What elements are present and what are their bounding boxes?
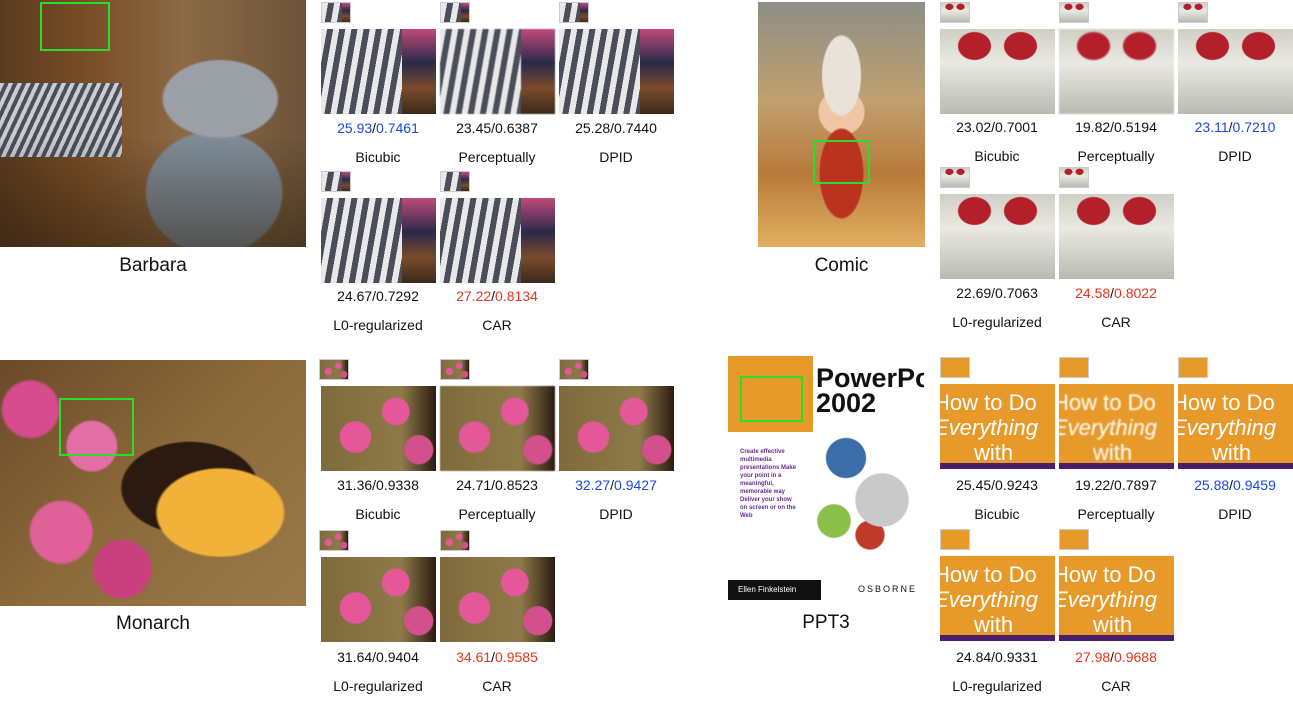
method-label: Perceptually <box>458 149 536 165</box>
cover-title: PowerPoint2002 <box>816 363 924 418</box>
thumbnail-lr <box>559 2 589 23</box>
image-caption: Comic <box>814 255 869 276</box>
method-label: Bicubic <box>974 148 1020 164</box>
method-label: CAR <box>482 317 512 333</box>
score-perceptually: 24.71/0.8523 <box>456 477 538 493</box>
score-dpid: 25.88/0.9459 <box>1194 477 1276 493</box>
cover-publisher: OSBORNE <box>858 584 918 594</box>
score-bicubic: 31.36/0.9338 <box>337 477 419 493</box>
thumbnail-lr <box>319 530 349 551</box>
thumbnail-lr <box>940 167 970 188</box>
thumbnail-lr <box>440 2 470 23</box>
crop-bicubic <box>321 386 436 471</box>
cover-illustration <box>798 416 918 556</box>
thumbnail-lr <box>559 359 589 380</box>
score-l0-regularized: 24.67/0.7292 <box>337 288 419 304</box>
thumbnail-lr <box>440 530 470 551</box>
thumbnail-lr <box>940 2 970 23</box>
method-label: Bicubic <box>355 506 401 522</box>
crop-perceptually <box>440 386 555 471</box>
cover-author: Ellen Finkelstein <box>728 580 821 600</box>
thumbnail-lr <box>1178 357 1208 378</box>
ppt3-image: PowerPoint2002 Create effective multimed… <box>728 356 924 602</box>
method-label: Bicubic <box>974 506 1020 522</box>
roi-box <box>59 398 134 456</box>
crop-car: How to Do Everything with <box>1059 556 1174 641</box>
thumbnail-lr <box>319 359 349 380</box>
crop-bicubic: How to Do Everything with <box>940 384 1055 469</box>
comic-image <box>758 2 925 247</box>
crop-dpid: How to Do Everything with <box>1178 384 1293 469</box>
crop-perceptually <box>440 29 555 114</box>
score-bicubic: 23.02/0.7001 <box>956 119 1038 135</box>
thumbnail-lr <box>1059 529 1089 550</box>
crop-car <box>1059 194 1174 279</box>
score-car: 27.22/0.8134 <box>456 288 538 304</box>
crop-dpid <box>559 29 674 114</box>
thumbnail-lr <box>1059 2 1089 23</box>
score-bicubic: 25.93/0.7461 <box>337 120 419 136</box>
score-l0-regularized: 31.64/0.9404 <box>337 649 419 665</box>
roi-box <box>40 2 110 51</box>
score-car: 24.58/0.8022 <box>1075 285 1157 301</box>
thumbnail-lr <box>321 171 351 192</box>
score-dpid: 23.11/0.7210 <box>1194 119 1276 135</box>
score-l0-regularized: 24.84/0.9331 <box>956 649 1038 665</box>
score-bicubic: 25.45/0.9243 <box>956 477 1038 493</box>
method-label: CAR <box>1101 314 1131 330</box>
crop-perceptually: How to Do Everything with <box>1059 384 1174 469</box>
roi-box <box>740 376 803 422</box>
method-label: Perceptually <box>1077 148 1155 164</box>
crop-car <box>440 557 555 642</box>
thumbnail-lr <box>440 171 470 192</box>
thumbnail-lr <box>940 357 970 378</box>
score-dpid: 25.28/0.7440 <box>575 120 657 136</box>
barbara-image <box>0 0 306 247</box>
method-label: L0-regularized <box>952 314 1042 330</box>
method-label: CAR <box>1101 678 1131 694</box>
crop-dpid <box>1178 29 1293 114</box>
score-perceptually: 19.82/0.5194 <box>1075 119 1157 135</box>
score-l0-regularized: 22.69/0.7063 <box>956 285 1038 301</box>
score-perceptually: 23.45/0.6387 <box>456 120 538 136</box>
thumbnail-lr <box>1178 2 1208 23</box>
monarch-image <box>0 360 306 606</box>
method-label: L0-regularized <box>333 317 423 333</box>
image-caption: PPT3 <box>802 612 850 633</box>
crop-l0-regularized <box>940 194 1055 279</box>
crop-dpid <box>559 386 674 471</box>
score-dpid: 32.27/0.9427 <box>575 477 657 493</box>
image-caption: Barbara <box>119 255 187 276</box>
crop-l0-regularized <box>321 198 436 283</box>
crop-car <box>440 198 555 283</box>
method-label: DPID <box>1218 148 1252 164</box>
thumbnail-lr <box>321 2 351 23</box>
crop-bicubic <box>940 29 1055 114</box>
thumbnail-lr <box>940 529 970 550</box>
method-label: DPID <box>599 149 633 165</box>
method-label: DPID <box>599 506 633 522</box>
method-label: Bicubic <box>355 149 401 165</box>
image-caption: Monarch <box>116 613 190 634</box>
method-label: Perceptually <box>1077 506 1155 522</box>
method-label: Perceptually <box>458 506 536 522</box>
thumbnail-lr <box>1059 357 1089 378</box>
crop-perceptually <box>1059 29 1174 114</box>
thumbnail-lr <box>440 359 470 380</box>
score-car: 27.98/0.9688 <box>1075 649 1157 665</box>
method-label: L0-regularized <box>333 678 423 694</box>
score-perceptually: 19.22/0.7897 <box>1075 477 1157 493</box>
crop-l0-regularized <box>321 557 436 642</box>
method-label: CAR <box>482 678 512 694</box>
method-label: L0-regularized <box>952 678 1042 694</box>
roi-box <box>813 140 870 184</box>
score-car: 34.61/0.9585 <box>456 649 538 665</box>
method-label: DPID <box>1218 506 1252 522</box>
cover-blurb: Create effective multimedia presentation… <box>740 449 797 519</box>
crop-bicubic <box>321 29 436 114</box>
crop-l0-regularized: How to Do Everything with <box>940 556 1055 641</box>
thumbnail-lr <box>1059 167 1089 188</box>
